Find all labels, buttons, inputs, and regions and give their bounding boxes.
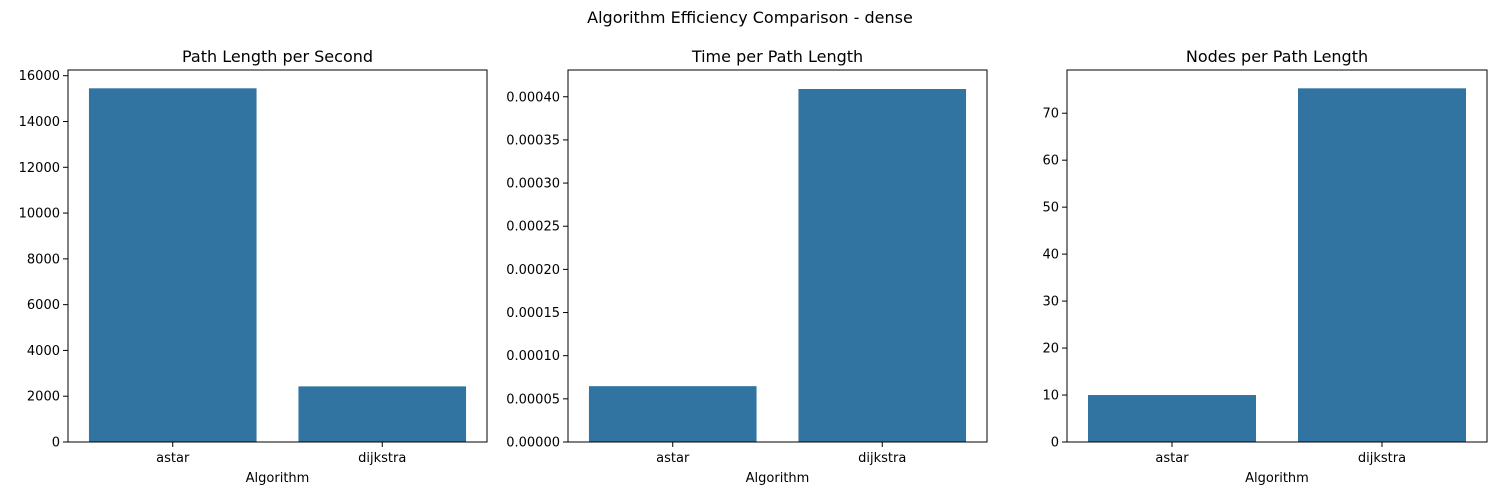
y-tick-label: 10	[1042, 389, 1059, 404]
y-tick-label: 50	[1042, 201, 1059, 216]
bar-dijkstra	[798, 88, 967, 443]
y-tick-label: 20	[1042, 342, 1059, 357]
y-tick-label: 0.00000	[506, 436, 560, 451]
y-tick-label: 12000	[19, 161, 60, 176]
x-tick-label-astar: astar	[1155, 451, 1189, 466]
y-tick-label: 0.00015	[506, 306, 560, 321]
bar-astar	[88, 88, 257, 442]
axes-frame	[567, 69, 988, 443]
y-tick-label: 10000	[19, 207, 60, 222]
y-tick-label: 0.00035	[506, 133, 560, 148]
y-tick-label: 14000	[19, 115, 60, 130]
x-axis-label: Algorithm	[246, 471, 310, 486]
chart-panels: 0 2000 4000 6000 8000 10000 12000 14000 16000 ast…	[19, 47, 1488, 486]
x-tick-label-dijkstra: dijkstra	[1358, 451, 1406, 466]
y-tick-label: 0.00010	[506, 349, 560, 364]
chart-panel-2: 0.00000 0.00005 0.00010 0.00015 0.00020 0.000…	[506, 47, 988, 486]
x-tick-label-astar: astar	[156, 451, 190, 466]
y-tick-label: 6000	[27, 298, 60, 313]
x-tick-label-dijkstra: dijkstra	[858, 451, 906, 466]
y-tick-label: 0.00020	[506, 263, 560, 278]
y-tick-label: 2000	[27, 390, 60, 405]
y-tick-label: 4000	[27, 344, 60, 359]
y-tick-label: 70	[1042, 107, 1059, 122]
chart-panel-3: 0 10 20 30 40 50 60 70 astar dijkstra Nodes per Pa…	[1042, 47, 1488, 486]
x-axis-label: Algorithm	[1245, 471, 1309, 486]
y-tick-label: 16000	[19, 69, 60, 84]
figure-suptitle: Algorithm Efficiency Comparison - dense	[587, 8, 913, 27]
chart-panel-1: 0 2000 4000 6000 8000 10000 12000 14000 16000 ast…	[19, 47, 488, 486]
bar-dijkstra	[1298, 88, 1466, 442]
axes-title: Path Length per Second	[182, 47, 373, 66]
x-axis-label: Algorithm	[746, 471, 810, 486]
y-tick-label: 8000	[27, 252, 60, 267]
bar-astar	[588, 386, 757, 442]
x-tick-label-dijkstra: dijkstra	[358, 451, 406, 466]
y-tick-label: 0.00005	[506, 392, 560, 407]
y-tick-label: 0.00030	[506, 177, 560, 192]
axes-title: Time per Path Length	[691, 47, 863, 66]
axes-frame	[67, 69, 488, 443]
y-tick-label: 0	[1051, 436, 1059, 451]
axes-frame	[1066, 69, 1488, 443]
y-tick-label: 40	[1042, 248, 1059, 263]
y-tick-label: 0	[52, 436, 60, 451]
x-tick-label-astar: astar	[656, 451, 690, 466]
axes-title: Nodes per Path Length	[1186, 47, 1368, 66]
y-tick-label: 30	[1042, 295, 1059, 310]
bar-dijkstra	[298, 386, 467, 442]
y-tick-label: 0.00040	[506, 90, 560, 105]
y-tick-label: 60	[1042, 154, 1059, 169]
bar-astar	[1088, 395, 1256, 442]
y-tick-label: 0.00025	[506, 220, 560, 235]
